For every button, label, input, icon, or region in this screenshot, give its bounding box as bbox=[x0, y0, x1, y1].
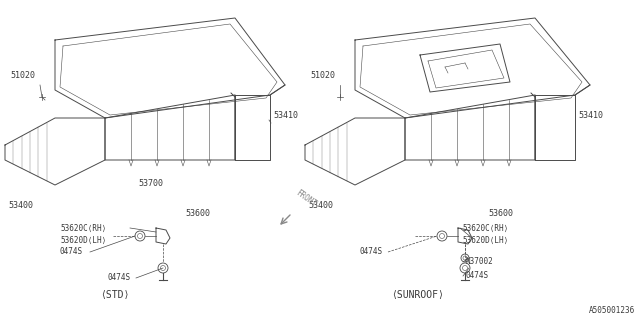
Text: A505001236: A505001236 bbox=[589, 306, 635, 315]
Text: 51020: 51020 bbox=[10, 70, 35, 79]
Text: 53620C⟨RH⟩: 53620C⟨RH⟩ bbox=[462, 223, 508, 233]
Text: 53410: 53410 bbox=[273, 110, 298, 119]
Text: 0474S: 0474S bbox=[108, 274, 131, 283]
Text: 53620D⟨LH⟩: 53620D⟨LH⟩ bbox=[60, 236, 106, 244]
Text: 0474S: 0474S bbox=[465, 271, 488, 281]
Text: 53620D⟨LH⟩: 53620D⟨LH⟩ bbox=[462, 236, 508, 244]
Text: 53400: 53400 bbox=[308, 201, 333, 210]
Text: 53400: 53400 bbox=[8, 201, 33, 210]
Text: 53620C⟨RH⟩: 53620C⟨RH⟩ bbox=[60, 223, 106, 233]
Text: 51020: 51020 bbox=[310, 70, 335, 79]
Text: 0474S: 0474S bbox=[360, 247, 383, 257]
Text: 53700: 53700 bbox=[138, 179, 163, 188]
Text: 0474S: 0474S bbox=[60, 247, 83, 257]
Text: 53600: 53600 bbox=[488, 209, 513, 218]
Text: FRONT: FRONT bbox=[294, 188, 318, 209]
Text: ⟨SUNROOF⟩: ⟨SUNROOF⟩ bbox=[392, 290, 444, 300]
Text: 53410: 53410 bbox=[578, 110, 603, 119]
Text: 53600: 53600 bbox=[185, 209, 210, 218]
Text: ⟨STD⟩: ⟨STD⟩ bbox=[100, 290, 130, 300]
Text: N37002: N37002 bbox=[465, 258, 493, 267]
